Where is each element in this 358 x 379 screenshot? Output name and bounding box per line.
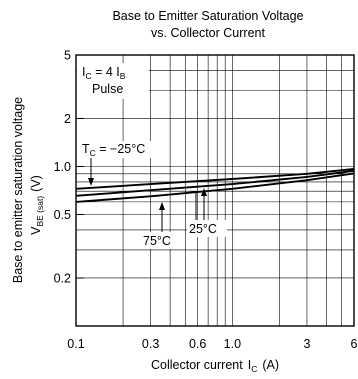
- y-tick-label: 5: [64, 49, 71, 63]
- series-lines: [75, 168, 355, 203]
- y-tick-label: 1.0: [54, 160, 71, 174]
- condition-label-line2: Pulse: [92, 82, 123, 96]
- x-tick-label: 0.1: [67, 337, 84, 351]
- series-line-2: [75, 172, 355, 203]
- series-label-minus25c-sub: C: [90, 148, 96, 158]
- y-axis-symbol-main: V: [29, 226, 43, 235]
- series-line-0: [75, 168, 355, 190]
- x-tick-label: 6: [351, 337, 358, 351]
- x-axis-label-symbol-sub: C: [251, 364, 257, 374]
- x-tick-label: 0.6: [189, 337, 206, 351]
- series-line-1: [75, 169, 355, 197]
- x-tick-label: 1.0: [224, 337, 241, 351]
- arrow-minus25c: [88, 158, 94, 186]
- label-25c-bg: [187, 220, 227, 237]
- y-tick-label: 0.2: [54, 271, 71, 285]
- y-axis-unit: (V): [29, 175, 43, 192]
- y-tick-labels: 0.2 0.5 1.0 2 5: [54, 49, 84, 285]
- series-label-minus25c-main: T: [82, 142, 90, 156]
- y-axis-symbol: VBE (sat) (V): [29, 175, 45, 235]
- label-75c-bg: [141, 232, 181, 249]
- x-axis-label-symbol: I: [248, 358, 251, 372]
- x-axis-label: Collector current IC (A): [151, 358, 279, 374]
- x-tick-label: 0.3: [142, 337, 159, 351]
- condition-label-line1: IC = 4 IB: [82, 65, 126, 81]
- arrow-75c: [159, 202, 165, 232]
- grid-lines: [76, 55, 354, 326]
- tc-label-bg: [79, 141, 165, 158]
- condition-symbol: I: [82, 65, 85, 79]
- arrow-25c: [195, 188, 207, 220]
- y-tick-label: 0.5: [54, 208, 71, 222]
- x-tick-label: 3: [303, 337, 310, 351]
- chart-title-line2: vs. Collector Current: [151, 26, 265, 40]
- y-axis-label: Base to emitter saturation voltage: [11, 97, 25, 283]
- series-label-minus25c: TC = −25°C: [82, 142, 145, 158]
- condition-symbol-sub2: B: [120, 71, 126, 81]
- x-tick-labels: 0.1 0.3 0.6 1.0 3 6: [67, 337, 357, 351]
- condition-label-bg: [77, 63, 149, 99]
- series-label-minus25c-rest: = −25°C: [96, 142, 145, 156]
- series-label-75c: 75°C: [143, 234, 171, 248]
- chart-title-line1: Base to Emitter Saturation Voltage: [112, 9, 303, 23]
- x-axis-label-text: Collector current: [151, 358, 243, 372]
- plot-frame: [75, 54, 355, 327]
- y-axis-symbol-sub: BE (sat): [35, 196, 45, 227]
- y-tick-label: 2: [64, 112, 71, 126]
- x-axis-label-unit: (A): [262, 358, 279, 372]
- series-label-25c: 25°C: [189, 222, 217, 236]
- condition-mid: = 4 I: [92, 65, 120, 79]
- condition-symbol-sub: C: [85, 71, 91, 81]
